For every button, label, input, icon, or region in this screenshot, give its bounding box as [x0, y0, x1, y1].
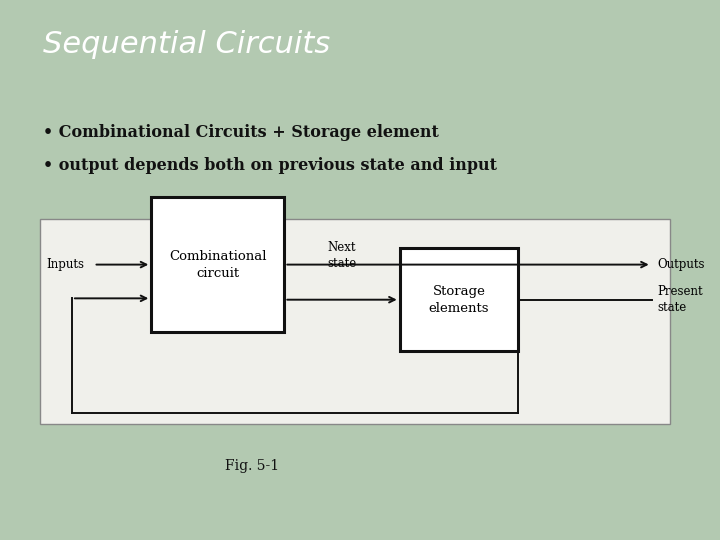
Text: Fig. 5-1: Fig. 5-1 [225, 459, 279, 473]
Text: Combinational
circuit: Combinational circuit [169, 249, 266, 280]
Text: • Combinational Circuits + Storage element: • Combinational Circuits + Storage eleme… [43, 124, 439, 141]
Bar [151, 197, 284, 332]
Text: Present
state: Present state [657, 285, 703, 314]
Text: • output depends both on previous state and input: • output depends both on previous state … [43, 157, 498, 173]
Bar [40, 219, 670, 424]
Bar [400, 248, 518, 351]
Text: Storage
elements: Storage elements [428, 285, 490, 315]
Text: Sequential Circuits: Sequential Circuits [43, 30, 330, 59]
Text: Inputs: Inputs [47, 258, 85, 271]
Text: Next
state: Next state [328, 241, 356, 270]
Text: Outputs: Outputs [657, 258, 705, 271]
